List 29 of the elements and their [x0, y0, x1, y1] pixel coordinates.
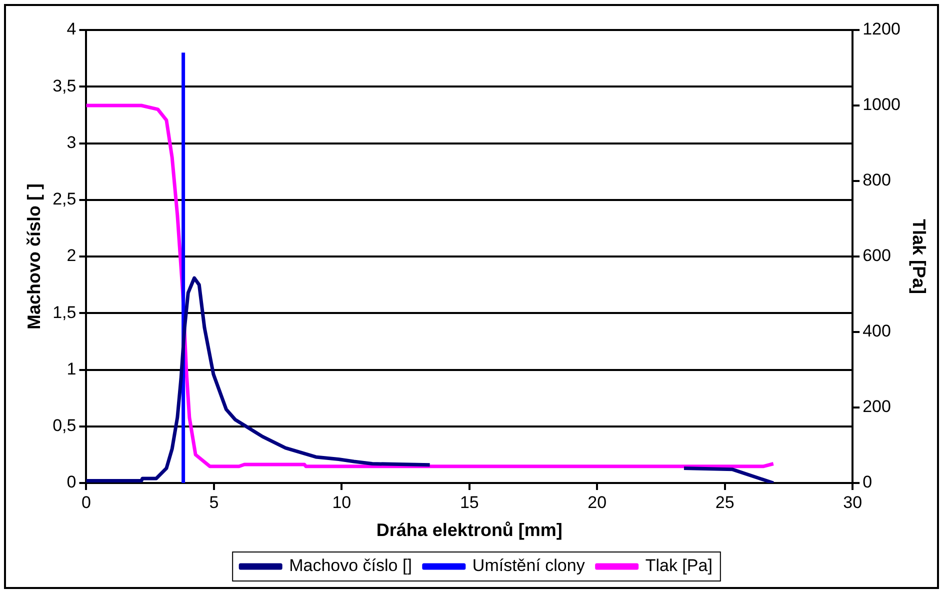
x-tick-label: 5 — [209, 492, 219, 512]
x-axis-title: Dráha elektronů [mm] — [376, 520, 562, 540]
y-tick-label: 3,5 — [52, 76, 76, 96]
y2-tick-label: 600 — [862, 246, 891, 266]
y-tick-label: 1 — [66, 359, 76, 378]
y-tick-label: 2,5 — [52, 190, 76, 209]
y2-tick-label: 400 — [862, 322, 891, 341]
y-tick-label: 4 — [66, 20, 76, 39]
x-tick-label: 15 — [460, 492, 479, 512]
y-tick-label: 2 — [66, 246, 76, 266]
y2-tick-label: 0 — [862, 472, 872, 492]
y2-tick-label: 1000 — [862, 95, 900, 114]
y-tick-label: 3 — [66, 132, 76, 152]
y-tick-label: 0 — [66, 472, 76, 492]
legend-label: Umístění clony — [472, 556, 586, 576]
x-tick-label: 0 — [82, 492, 91, 512]
x-tick-label: 20 — [588, 492, 607, 512]
x-tick-label: 30 — [843, 492, 862, 512]
y-tick-label: 0,5 — [52, 416, 76, 436]
x-tick-label: 25 — [715, 492, 734, 512]
x-tick-label: 10 — [332, 492, 352, 512]
legend-label: Machovo číslo [] — [289, 556, 412, 576]
y2-tick-label: 800 — [862, 170, 891, 190]
y-axis-title: Machovo číslo [ ] — [24, 183, 44, 330]
y-tick-label: 1,5 — [52, 302, 76, 322]
legend-label: Tlak [Pa] — [645, 556, 712, 576]
y2-tick-label: 200 — [862, 397, 891, 416]
y2-axis-title: Tlak [Pa] — [909, 218, 930, 294]
y2-tick-label: 1200 — [862, 20, 900, 39]
